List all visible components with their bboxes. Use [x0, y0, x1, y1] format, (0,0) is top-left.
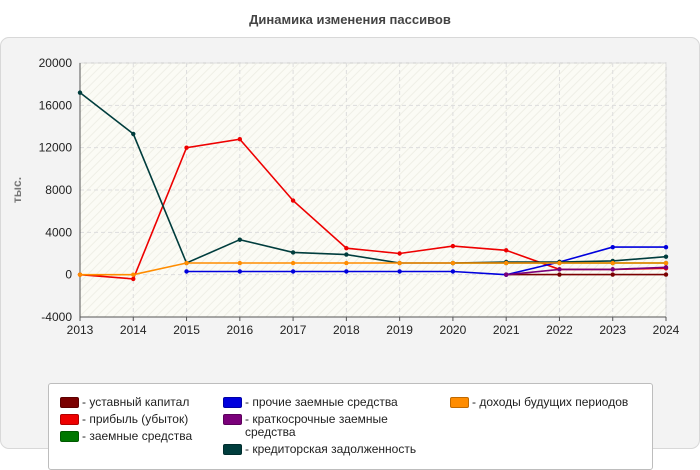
x-tick-label: 2014 [120, 323, 147, 337]
data-point [610, 272, 615, 277]
data-point [184, 145, 189, 150]
x-tick-label: 2022 [546, 323, 573, 337]
data-point [663, 265, 669, 270]
data-point [290, 260, 296, 266]
legend-item: - прибыль (убыток) [60, 413, 220, 426]
data-point [557, 260, 562, 266]
legend-item: - прочие заемные средства [223, 396, 423, 409]
axes: -4000 0 4000 8000 12000 16000 20000 2013 2014 201… [39, 56, 680, 337]
legend-swatch [60, 397, 79, 408]
data-point [77, 90, 83, 95]
data-point [131, 131, 136, 137]
y-tick-label: 16000 [39, 98, 73, 112]
x-tick-label: 2017 [280, 323, 307, 337]
series-4 [503, 265, 669, 277]
data-point [663, 254, 669, 259]
legend-label: - уставный капитал [82, 395, 190, 409]
series-line [79, 91, 667, 265]
data-point [290, 198, 296, 203]
data-point [237, 260, 243, 266]
data-point [450, 243, 456, 249]
legend-swatch [223, 414, 242, 425]
y-axis-label: тыс. [10, 177, 24, 203]
chart-title: Динамика изменения пассивов [249, 12, 451, 27]
x-tick-label: 2013 [67, 323, 94, 337]
series-line [186, 246, 666, 276]
x-tick-label: 2023 [599, 323, 626, 337]
data-point [503, 260, 509, 266]
legend-item: - заемные средства [60, 430, 220, 443]
data-point [557, 272, 562, 277]
data-point [397, 251, 402, 256]
y-tick-label: 12000 [39, 141, 73, 155]
data-point [77, 272, 83, 277]
legend-label: - прочие заемные средства [245, 395, 398, 409]
x-tick-label: 2019 [386, 323, 413, 337]
data-point [610, 267, 615, 272]
chart-legend: - уставный капитал - прибыль (убыток) - за… [48, 383, 653, 470]
data-point [663, 260, 669, 266]
y-tick-label: 0 [65, 268, 72, 282]
series-6 [77, 260, 669, 277]
data-point [344, 260, 349, 266]
data-point [290, 269, 296, 274]
data-point [397, 269, 402, 274]
data-point [237, 137, 243, 142]
data-point [184, 269, 189, 274]
data-point [344, 269, 349, 274]
x-tick-label: 2021 [493, 323, 520, 337]
data-point [344, 246, 349, 251]
data-point [344, 252, 349, 257]
data-point [237, 237, 243, 242]
legend-item: - уставный капитал [60, 396, 220, 409]
y-tick-label: -4000 [41, 310, 72, 324]
data-point [450, 260, 456, 266]
data-point [503, 272, 509, 277]
legend-label: - краткосрочные заемные средства [245, 412, 388, 439]
data-point [663, 272, 669, 277]
data-point [131, 272, 136, 277]
legend-item: - краткосрочные заемные средства [223, 413, 423, 439]
x-tick-label: 2016 [226, 323, 253, 337]
data-point [503, 248, 509, 253]
series-line [506, 266, 667, 276]
data-point [450, 269, 456, 274]
series-line [80, 262, 666, 276]
legend-label: - доходы будущих периодов [472, 395, 629, 409]
legend-swatch [450, 397, 469, 408]
line-chart: -4000 0 4000 8000 12000 16000 20000 2013 2014 201… [10, 56, 680, 337]
legend-swatch [223, 397, 242, 408]
x-tick-label: 2020 [440, 323, 467, 337]
data-point [397, 260, 402, 266]
legend-swatch [60, 414, 79, 425]
data-point [290, 250, 296, 255]
legend-item: - доходы будущих периодов [450, 396, 650, 409]
chart-panel: -4000 0 4000 8000 12000 16000 20000 2013 2014 201… [0, 37, 700, 470]
legend-label: - заемные средства [82, 429, 193, 443]
x-tick-label: 2018 [333, 323, 360, 337]
data-point [237, 269, 243, 274]
data-point [663, 244, 669, 250]
data-point [131, 276, 136, 282]
data-point [610, 244, 615, 250]
x-tick-label: 2024 [653, 323, 680, 337]
data-point [184, 260, 189, 266]
series-group [77, 90, 669, 282]
legend-swatch [60, 431, 79, 442]
y-tick-label: 4000 [45, 225, 72, 239]
data-point [557, 267, 562, 272]
y-tick-label: 8000 [45, 183, 72, 197]
x-tick-label: 2015 [173, 323, 200, 337]
legend-label: - кредиторская задолженность [245, 442, 417, 456]
legend-label: - прибыль (убыток) [82, 412, 189, 426]
data-point [610, 260, 615, 266]
y-tick-label: 20000 [39, 56, 73, 70]
